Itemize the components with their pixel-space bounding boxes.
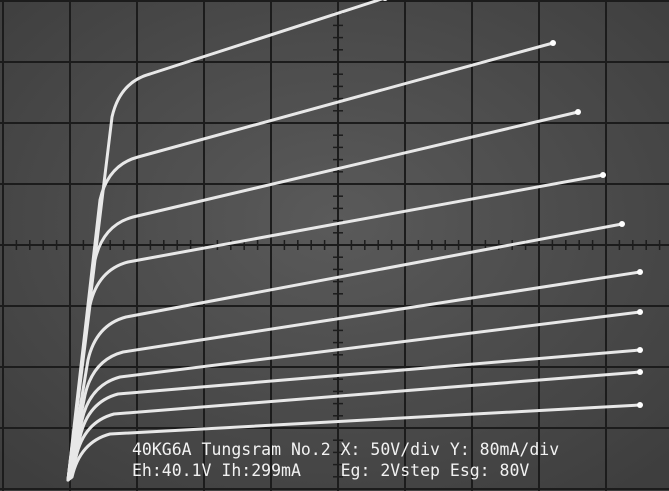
- curve: [66, 222, 624, 482]
- curve-end: [637, 402, 643, 408]
- curve: [66, 348, 642, 482]
- curve-end: [637, 309, 643, 315]
- curve: [66, 0, 384, 482]
- curve-end: [575, 109, 581, 115]
- caption: Eh:40.1V Ih:299mA Eg: 2Vstep Esg: 80V: [132, 461, 529, 480]
- curve: [66, 310, 642, 482]
- curve-end: [382, 0, 388, 1]
- curve: [66, 110, 580, 482]
- curve: [66, 173, 605, 482]
- curve-end: [619, 221, 625, 227]
- characteristic-curves: [66, 0, 643, 482]
- curve: [66, 403, 642, 482]
- curve-end: [637, 269, 643, 275]
- curve-end: [637, 369, 643, 375]
- curve-end: [600, 172, 606, 178]
- curve-end: [637, 347, 643, 353]
- curve: [66, 41, 555, 482]
- caption: 40KG6A Tungsram No.2 X: 50V/div Y: 80mA/…: [132, 440, 559, 459]
- curve: [66, 270, 642, 482]
- curve-end: [550, 40, 556, 46]
- curve: [66, 370, 642, 482]
